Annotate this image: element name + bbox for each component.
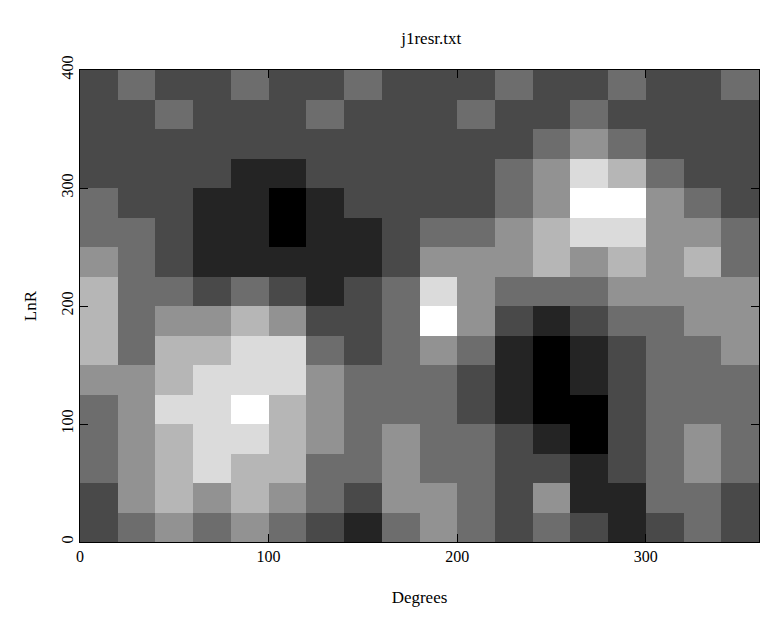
- svg-text:LnR: LnR: [21, 290, 40, 321]
- svg-text:100: 100: [257, 548, 281, 565]
- svg-text:j1resr.txt: j1resr.txt: [400, 29, 461, 48]
- svg-text:200: 200: [59, 292, 76, 316]
- svg-text:400: 400: [59, 56, 76, 80]
- svg-text:300: 300: [59, 174, 76, 198]
- svg-text:300: 300: [634, 548, 658, 565]
- svg-text:0: 0: [59, 536, 76, 544]
- svg-text:0: 0: [76, 548, 84, 565]
- svg-text:100: 100: [59, 410, 76, 434]
- svg-text:200: 200: [445, 548, 469, 565]
- svg-text:Degrees: Degrees: [392, 588, 448, 607]
